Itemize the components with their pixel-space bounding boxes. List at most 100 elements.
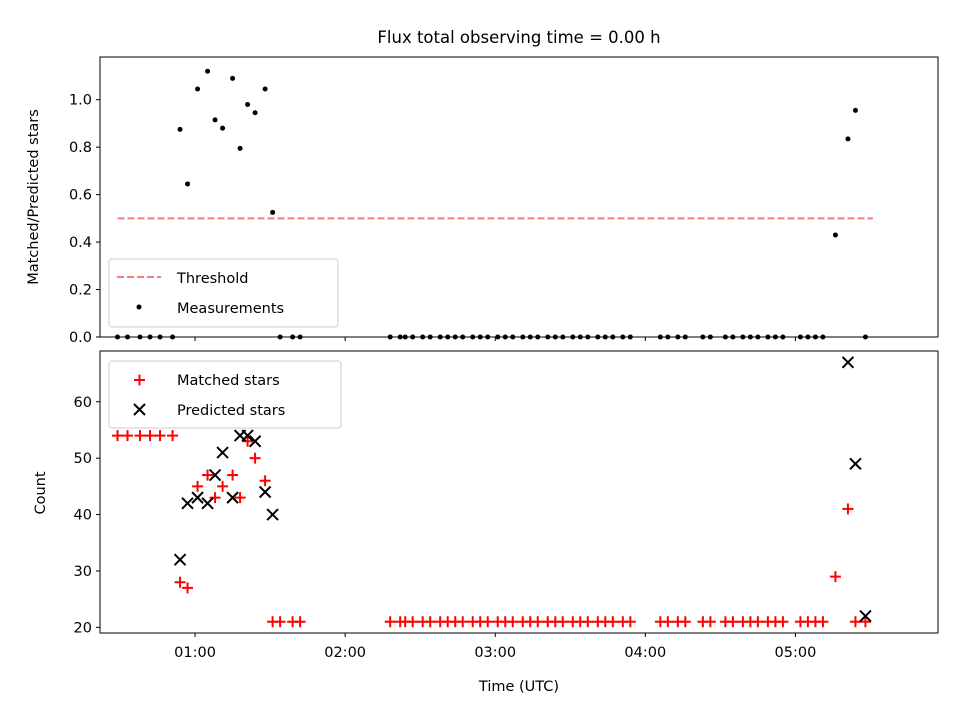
measurement-point — [270, 209, 276, 215]
top-legend-box — [108, 258, 339, 328]
x-tick-label: 05:00 — [775, 645, 817, 661]
matched-star-marker — [259, 475, 271, 487]
predicted-legend-label: Predicted stars — [177, 403, 285, 419]
matched-star-marker — [532, 616, 544, 628]
predicted-star-marker — [173, 553, 187, 566]
matched-star-marker — [679, 616, 691, 628]
matched-star-marker — [174, 576, 186, 588]
x-tick-label: 01:00 — [174, 645, 216, 661]
matched-star-marker — [192, 480, 204, 492]
bottom-y-tick-label: 20 — [74, 620, 92, 636]
predicted-marker-b — [248, 435, 262, 448]
matched-star-marker — [624, 616, 636, 628]
top-y-tick-label: 0.4 — [69, 235, 92, 251]
top-axes-frame — [99, 56, 939, 338]
predicted-star-marker — [191, 491, 204, 504]
bottom-plot-marks — [112, 356, 872, 628]
matched-star-marker — [407, 616, 419, 628]
bottom-legend-box — [108, 360, 342, 429]
top-panel: 0.0 0.2 0.4 0.6 0.8 1.0 Matched/Predicted sta… — [26, 56, 939, 346]
predicted-marker-b — [216, 446, 229, 459]
predicted-marker-b — [208, 468, 222, 482]
predicted-star-marker — [859, 609, 872, 623]
predicted-star-marker — [181, 497, 194, 510]
matched-star-marker — [457, 616, 469, 628]
bottom-axes-frame — [99, 350, 939, 634]
bottom-y-tick-label: 50 — [74, 451, 92, 467]
matched-star-marker — [154, 430, 166, 442]
matched-star-marker — [384, 616, 396, 628]
predicted-star-marker — [201, 497, 214, 510]
matched-star-marker — [217, 480, 229, 492]
predicted-star-marker — [248, 435, 262, 448]
matched-star-marker — [507, 616, 519, 628]
top-y-axis: 0.0 0.2 0.4 0.6 0.8 1.0 — [69, 93, 100, 346]
measurement-point — [252, 110, 258, 116]
matched-star-marker — [242, 435, 254, 447]
bottom-y-tick-label: 40 — [74, 508, 92, 524]
top-x-axis — [194, 337, 796, 341]
matched-legend-swatch — [134, 374, 145, 386]
bottom-legend: Matched stars Predicted stars — [108, 360, 342, 429]
predicted-marker-b — [226, 491, 239, 504]
predicted-marker-b — [849, 457, 862, 471]
top-y-tick-label: 0.8 — [69, 140, 92, 156]
matched-star-marker — [727, 616, 739, 628]
measurement-point — [832, 232, 838, 238]
top-y-tick-label: 0.6 — [69, 188, 92, 204]
matched-star-marker — [849, 616, 861, 628]
measurements-legend-label: Measurements — [177, 301, 284, 317]
measurement-point — [220, 125, 226, 131]
predicted-star-marker — [841, 356, 855, 369]
predicted-star-marker — [849, 457, 862, 471]
measurement-point — [845, 136, 851, 142]
matched-star-marker — [209, 492, 221, 504]
matched-star-marker — [842, 503, 854, 515]
top-legend: Threshold Measurements — [108, 258, 339, 328]
matched-star-marker — [227, 469, 239, 481]
matched-star-marker — [144, 430, 156, 442]
matched-star-marker — [234, 492, 246, 504]
matched-star-marker — [182, 582, 194, 594]
matched-star-marker — [752, 616, 764, 628]
measurement-point — [185, 181, 191, 187]
x-tick-label: 02:00 — [324, 645, 366, 661]
matched-star-marker — [704, 616, 716, 628]
predicted-star-marker — [241, 429, 254, 442]
measurement-point — [245, 101, 251, 107]
measurement-point — [195, 86, 201, 92]
predicted-marker-b — [841, 356, 855, 369]
measurement-point — [177, 126, 183, 132]
predicted-star-marker — [226, 491, 239, 504]
matched-star-marker — [424, 616, 436, 628]
measurement-point — [237, 145, 243, 151]
measurement-point — [262, 86, 268, 92]
predicted-marker-b — [173, 553, 187, 566]
top-y-axis-label: Matched/Predicted stars — [26, 109, 42, 285]
predicted-marker-b — [241, 429, 254, 442]
top-y-tick-label: 0.2 — [69, 283, 92, 299]
top-y-tick-label: 0.0 — [69, 330, 92, 346]
matched-star-marker — [829, 571, 841, 583]
matched-star-marker — [167, 430, 179, 442]
predicted-marker-b — [859, 609, 872, 623]
bottom-y-tick-label: 30 — [74, 564, 92, 580]
matched-star-marker — [607, 616, 619, 628]
bottom-y-axis-label: Count — [33, 471, 49, 514]
x-axis-label: Time (UTC) — [478, 679, 559, 695]
matched-star-marker — [294, 616, 306, 628]
x-tick-label: 04:00 — [624, 645, 666, 661]
bottom-y-axis: 20 30 40 50 60 — [74, 395, 100, 636]
predicted-star-marker — [216, 446, 229, 459]
matched-star-marker — [274, 616, 286, 628]
matched-star-marker — [777, 616, 789, 628]
measurement-point — [205, 68, 211, 74]
predicted-star-marker — [208, 468, 222, 482]
figure-title: Flux total observing time = 0.00 h — [377, 28, 660, 47]
predicted-legend-swatch — [133, 403, 146, 416]
predicted-marker-b — [191, 491, 204, 504]
predicted-marker-b — [266, 508, 279, 521]
bottom-x-axis: 01:00 02:00 03:00 04:00 05:00 — [174, 633, 816, 661]
